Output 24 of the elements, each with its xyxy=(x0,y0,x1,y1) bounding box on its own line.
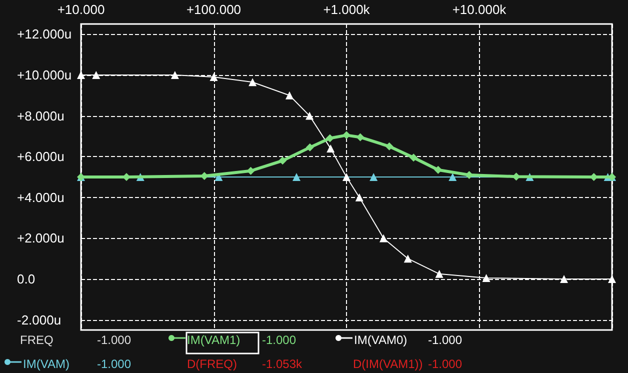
text: -1.000 xyxy=(97,357,132,371)
y-tick-label: +2.000u xyxy=(17,230,64,246)
x-tick-label: +1.000k xyxy=(323,2,370,17)
text: -1.053k xyxy=(262,357,304,371)
x-tick-label: +10.000k xyxy=(452,2,507,17)
legend-label: IM(VAM1) xyxy=(187,333,240,347)
legend-label: IM(VAM0) xyxy=(354,333,408,347)
text: -1.000 xyxy=(97,333,132,347)
x-tick-label: +10.000 xyxy=(57,2,105,17)
y-tick-label: +6.000u xyxy=(17,149,64,164)
text: D(FREQ) xyxy=(187,357,237,371)
x-tick-label: +100.000 xyxy=(186,2,242,17)
y-tick-label: +8.000u xyxy=(17,108,64,124)
text: D(IM(VAM1)) xyxy=(353,357,423,371)
y-tick-label: 0.0 xyxy=(17,272,36,286)
y-tick-label: +4.000u xyxy=(17,190,64,205)
text: FREQ xyxy=(20,333,54,347)
y-tick-label: +12.000u xyxy=(17,26,72,42)
text: -1.000 xyxy=(428,333,462,347)
y-tick-label: +10.000u xyxy=(17,68,72,82)
text: -1.000 xyxy=(262,333,296,347)
y-tick-label: -2.000u xyxy=(17,312,62,328)
legend-label: IM(VAM) xyxy=(23,357,70,371)
text: -1.000 xyxy=(428,357,462,371)
